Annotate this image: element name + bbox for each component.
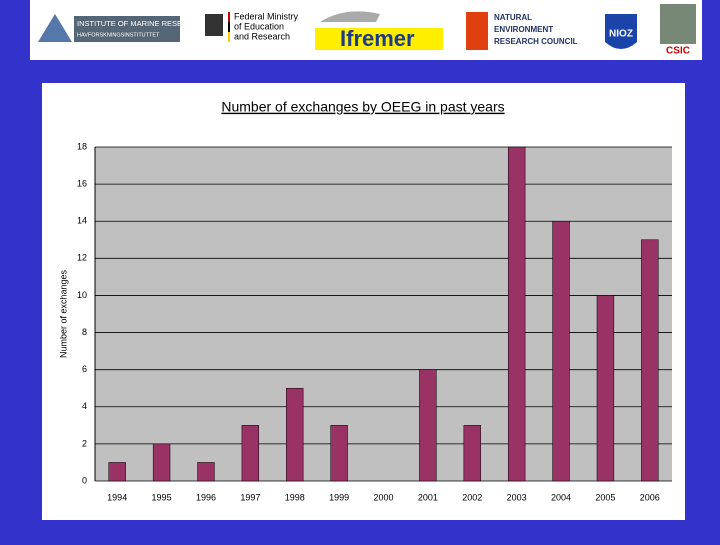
logo-icon [320,11,380,22]
logo-box [74,16,180,42]
logo-text: RESEARCH COUNCIL [494,37,578,46]
logo-text: HAVFORSKNINGSINSTITUTTET [77,32,160,38]
logo-icon [205,14,223,36]
logo-icon [38,14,72,42]
x-tick-label: 2003 [507,492,527,502]
x-tick-label: 2005 [595,492,615,502]
logo-icon [605,14,637,49]
x-tick-label: 1995 [152,492,172,502]
x-tick-label: 1996 [196,492,216,502]
y-tick-label: 6 [82,364,87,374]
bar [641,239,659,482]
logo-icon [228,32,230,42]
logo-text: NATURAL [494,13,532,22]
x-tick-label: 2006 [640,492,660,502]
bar [108,462,126,482]
bar [241,425,260,482]
y-tick-label: 4 [82,401,87,411]
bar [552,220,570,482]
x-tick-label: 2000 [373,492,393,502]
y-tick-label: 16 [77,178,87,188]
y-tick-label: 18 [77,141,87,151]
chart-title: Number of exchanges by OEEG in past year… [221,99,504,115]
y-tick-label: 2 [82,438,87,448]
logo-icon [228,12,230,42]
plot: 0 2 4 6 8 10 12 14 16 18 1994 1995 1996 1997 1998 1999 2… [77,141,672,502]
logo-text: of Education [234,21,284,31]
x-tick-label: 2004 [551,492,571,502]
logo-text: NIOZ [609,29,633,40]
logo-text: Federal Ministry [234,11,299,21]
logo-text: Ifremer [340,26,415,51]
x-tick-label: 2002 [462,492,482,502]
x-tick-label: 1994 [107,492,127,502]
y-tick-label: 0 [82,475,87,485]
bar [507,146,526,482]
x-tick-label: 1997 [240,492,260,502]
y-axis-label: Number of exchanges [58,269,68,358]
logo-text: and Research [234,31,290,41]
bar [197,462,215,482]
bar [596,295,615,482]
plot-area [95,147,672,481]
bar [286,387,304,482]
logo-text: ENVIRONMENT [494,25,553,34]
y-tick-label: 10 [77,290,87,300]
logo-text: INSTITUTE OF MARINE RESEARCH [77,19,203,28]
y-tick-label: 12 [77,253,87,263]
bar [463,425,481,482]
x-tick-label: 1999 [329,492,349,502]
bar [419,369,437,482]
logo-icon [660,4,696,44]
logo-icon [466,12,488,50]
x-tick-label: 1998 [285,492,305,502]
logo-box [315,28,443,50]
y-tick-label: 14 [77,216,87,226]
y-tick-label: 8 [82,327,87,337]
bar [152,443,171,482]
logo-icon [228,12,230,22]
logo-text: CSIC [666,46,690,57]
x-tick-label: 2001 [418,492,438,502]
bar [330,425,348,482]
